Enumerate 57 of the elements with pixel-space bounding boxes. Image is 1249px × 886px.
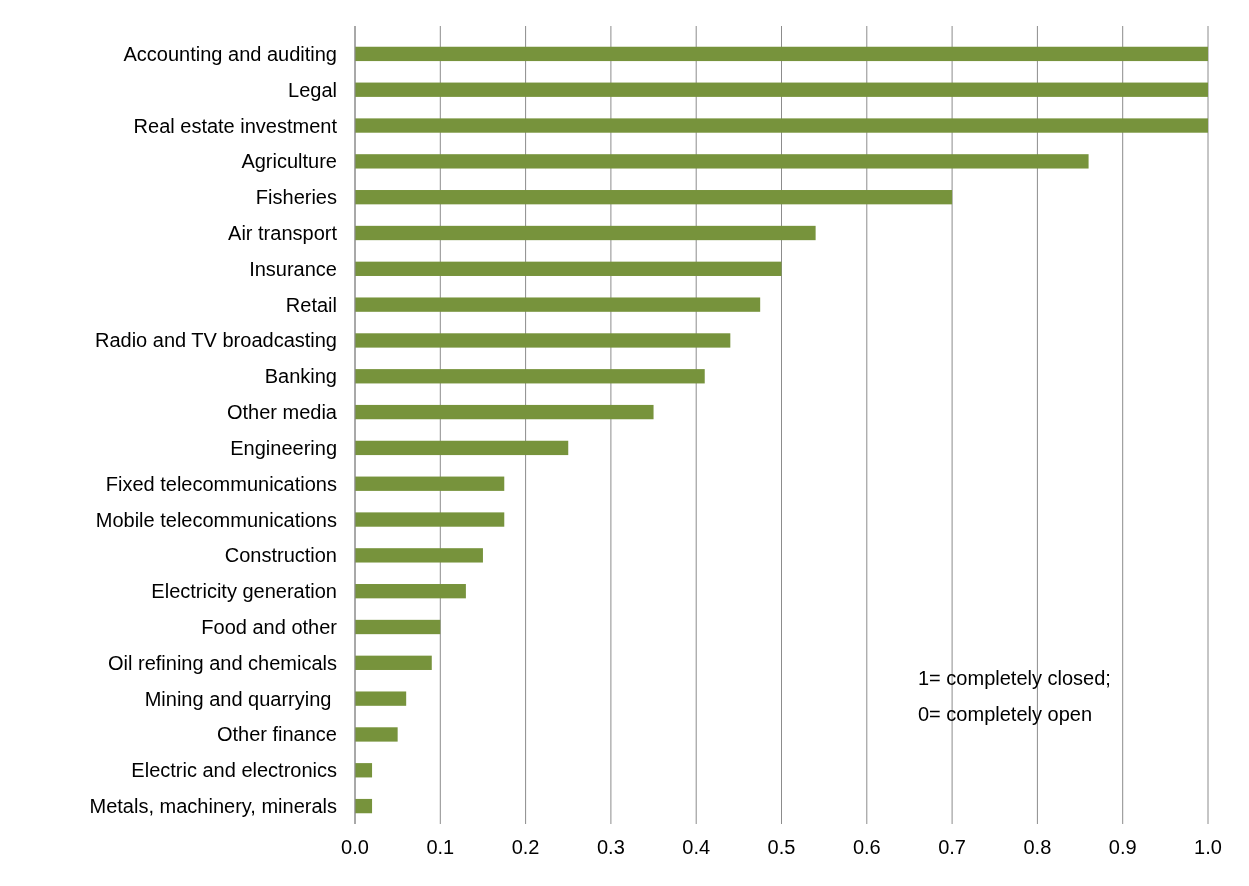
y-tick-label: Real estate investment <box>133 114 338 137</box>
x-tick-label: 0.5 <box>767 836 796 858</box>
bar <box>355 727 398 742</box>
y-tick-label: Metals, machinery, minerals <box>89 795 337 818</box>
bar <box>355 584 466 599</box>
bar <box>355 440 569 456</box>
x-tick-label: 0.1 <box>426 836 455 858</box>
y-tick-label: Banking <box>264 365 337 388</box>
y-tick-label: Air transport <box>228 222 338 244</box>
annotation: 1= completely closed; <box>918 667 1111 689</box>
y-tick-label: Food and other <box>201 616 338 638</box>
bar <box>355 261 782 276</box>
bar <box>355 691 407 706</box>
bar <box>355 46 1208 62</box>
bar <box>355 619 441 635</box>
y-tick-label: Other finance <box>216 723 337 746</box>
bar <box>355 763 373 778</box>
y-tick-label: Insurance <box>249 257 337 280</box>
x-tick-label: 0.0 <box>341 836 369 858</box>
y-tick-label: Legal <box>288 78 337 101</box>
x-tick-label: 0.6 <box>852 836 881 858</box>
y-tick-label: Fisheries <box>255 186 337 209</box>
bar <box>355 404 654 420</box>
bar <box>355 476 505 491</box>
bar <box>355 82 1208 97</box>
y-tick-label: Engineering <box>230 436 337 459</box>
y-tick-label: Agriculture <box>241 150 337 173</box>
y-tick-label: Oil refining and chemicals <box>108 651 337 674</box>
bar <box>355 369 705 384</box>
x-tick-label: 0.9 <box>1108 836 1137 858</box>
y-tick-label: Fixed telecommunications <box>105 472 337 495</box>
bar <box>355 154 1089 169</box>
bar <box>355 118 1208 133</box>
y-tick-label: Construction <box>224 544 337 567</box>
y-tick-label: Retail <box>285 293 337 316</box>
y-tick-label: Accounting and auditing <box>123 42 337 65</box>
bar <box>355 225 816 241</box>
x-tick-label: 1.0 <box>1194 836 1222 858</box>
x-tick-label: 0.3 <box>596 836 625 858</box>
x-tick-label: 0.4 <box>682 836 711 858</box>
bar <box>355 655 432 670</box>
x-tick-label: 0.7 <box>938 836 967 858</box>
y-tick-label: Mining and quarrying <box>144 687 337 710</box>
bar <box>355 548 483 563</box>
bar <box>355 512 505 527</box>
y-tick-label: Other media <box>226 401 338 424</box>
annotation: 0= completely open <box>918 703 1093 725</box>
bar <box>355 333 731 348</box>
y-tick-label: Mobile telecommunications <box>95 508 337 531</box>
y-tick-label: Electricity generation <box>151 580 337 603</box>
x-tick-label: 0.8 <box>1023 836 1052 858</box>
bar <box>355 190 953 205</box>
bar <box>355 297 761 312</box>
y-tick-label: Radio and TV broadcasting <box>94 329 337 352</box>
y-tick-label: Electric and electronics <box>131 759 337 782</box>
bar <box>355 798 373 814</box>
x-tick-label: 0.2 <box>511 836 540 858</box>
